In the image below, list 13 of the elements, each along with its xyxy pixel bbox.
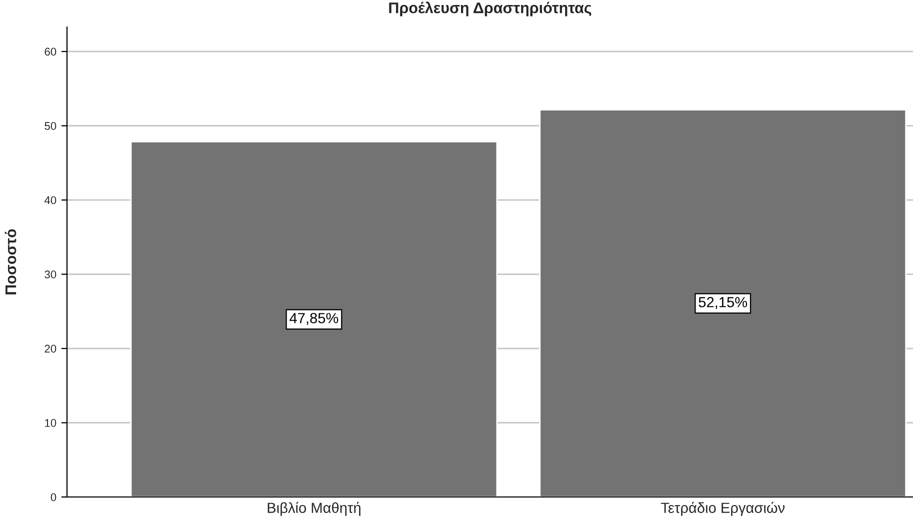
y-tick-label: 50 bbox=[44, 122, 56, 130]
y-tick-label: 20 bbox=[44, 344, 56, 353]
y-axis-title: Ποσοστό bbox=[4, 229, 16, 294]
y-tick-label: 10 bbox=[45, 419, 56, 427]
y-tick-label: 60 bbox=[44, 48, 56, 56]
y-tick-label: 40 bbox=[44, 196, 56, 204]
data-label: 52,15% bbox=[698, 296, 748, 310]
y-tick-label: 30 bbox=[44, 270, 56, 278]
y-tick-label: 0 bbox=[50, 493, 56, 502]
x-tick-label: Τετράδιο Εργασιών bbox=[660, 502, 785, 516]
data-label: 47,85% bbox=[290, 312, 338, 325]
x-tick-label: Βιβλίο Μαθητή bbox=[268, 502, 360, 516]
chart-title: Προέλευση Δραστηριότητας bbox=[389, 2, 592, 16]
